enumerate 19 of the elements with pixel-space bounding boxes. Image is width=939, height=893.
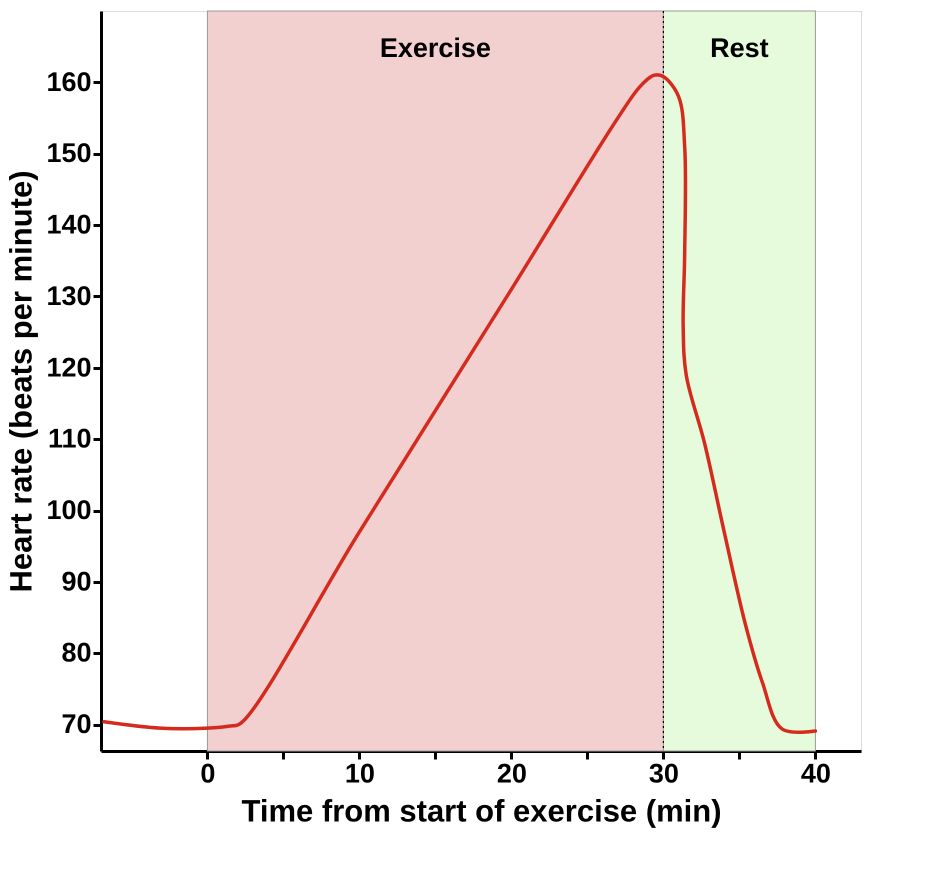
y-tick-label: 120 [46,352,92,382]
y-tick-label: 130 [46,280,92,311]
x-tick-label: 10 [344,758,375,788]
x-tick-label: 20 [496,758,527,788]
x-tick-label: 40 [800,758,831,788]
y-tick-label: 80 [61,638,92,668]
band-label: Rest [710,33,769,63]
y-tick-label: 110 [48,424,92,454]
band-label: Exercise [380,33,491,63]
y-tick-label: 100 [46,495,92,526]
y-tick-label: 160 [46,66,92,97]
y-axis-title: Heart rate (beats per minute) [3,170,38,593]
y-tick-label: 140 [46,210,92,240]
x-tick-label: 30 [648,758,679,788]
x-axis-title: Time from start of exercise (min) [241,794,722,828]
y-tick-label: 150 [46,138,92,168]
y-tick-label: 90 [61,566,92,596]
y-tick-label: 70 [61,709,92,740]
x-tick-label: 0 [200,758,216,788]
